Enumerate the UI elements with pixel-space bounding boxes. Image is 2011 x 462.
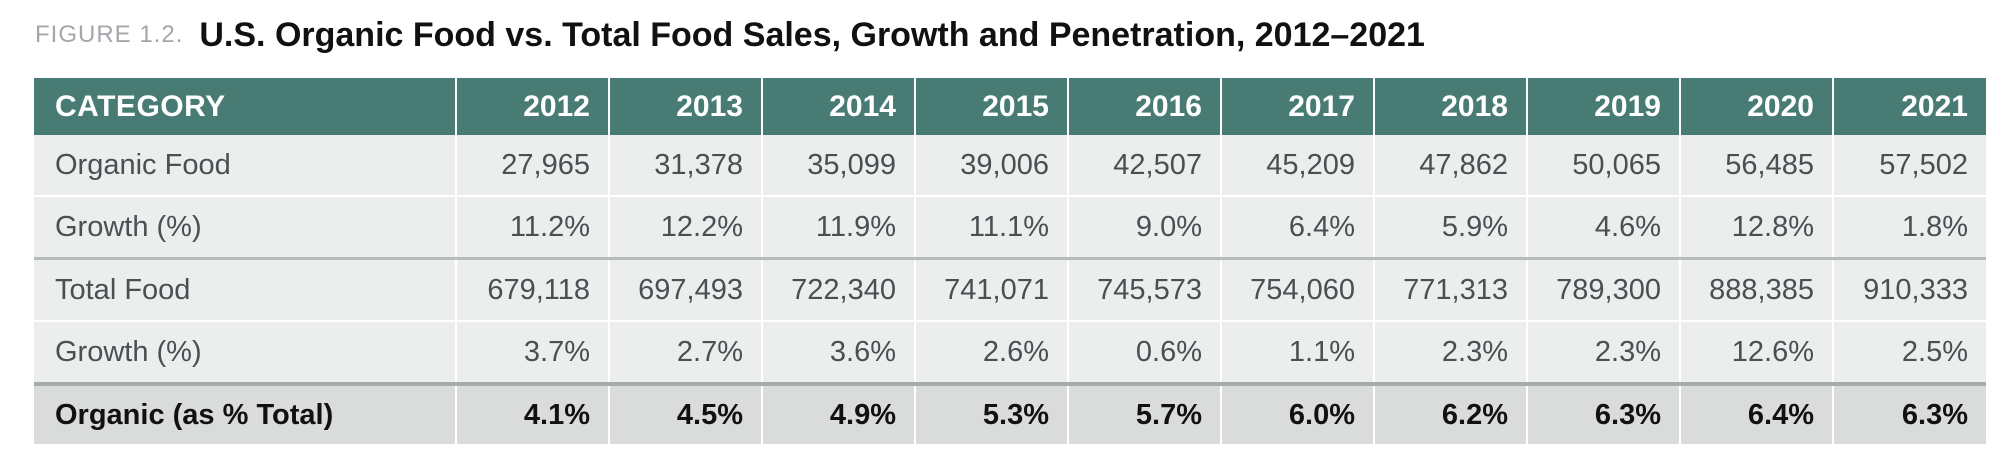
figure-title: U.S. Organic Food vs. Total Food Sales, …	[199, 15, 1425, 54]
table-cell: 12.8%	[1679, 196, 1833, 260]
table-cell: 45,209	[1220, 135, 1374, 197]
figure-label: FIGURE 1.2.	[35, 21, 184, 48]
table-cell: 2.3%	[1373, 321, 1527, 385]
header-category: CATEGORY	[34, 78, 456, 135]
table-cell: 4.9%	[761, 382, 915, 446]
figure-title-row: FIGURE 1.2. U.S. Organic Food vs. Total …	[35, 10, 1425, 60]
table-cell: 722,340	[761, 257, 915, 322]
header-year: 2012	[455, 78, 609, 135]
table-body: Organic Food 27,965 31,378 35,099 39,006 42,5…	[34, 135, 1986, 446]
table-cell: 57,502	[1832, 135, 1986, 197]
header-year: 2013	[608, 78, 762, 135]
table-cell: 789,300	[1526, 257, 1680, 322]
table-header-row: CATEGORY 2012 2013 2014 2015 2016 2017 2018 2019…	[34, 78, 1986, 135]
table-cell: 42,507	[1067, 135, 1221, 197]
header-year: 2020	[1679, 78, 1833, 135]
table-cell: 1.8%	[1832, 196, 1986, 260]
table-cell: 3.6%	[761, 321, 915, 385]
header-year: 2019	[1526, 78, 1680, 135]
table-cell: 771,313	[1373, 257, 1527, 322]
table-cell: 27,965	[455, 135, 609, 197]
table-cell: 2.6%	[914, 321, 1068, 385]
table-cell: 50,065	[1526, 135, 1680, 197]
header-year: 2017	[1220, 78, 1374, 135]
table-cell: 12.6%	[1679, 321, 1833, 385]
table-row: Total Food 679,118 697,493 722,340 741,071 74…	[34, 257, 1986, 322]
table-cell: 1.1%	[1220, 321, 1374, 385]
table-cell: 679,118	[455, 257, 609, 322]
row-label: Organic (as % Total)	[34, 382, 456, 446]
table-cell: 2.5%	[1832, 321, 1986, 385]
table-cell: 5.3%	[914, 382, 1068, 446]
header-year: 2021	[1832, 78, 1986, 135]
table-cell: 4.5%	[608, 382, 762, 446]
table-cell: 6.3%	[1832, 382, 1986, 446]
table-cell: 31,378	[608, 135, 762, 197]
table-cell: 910,333	[1832, 257, 1986, 322]
header-year: 2014	[761, 78, 915, 135]
table-cell: 6.4%	[1220, 196, 1374, 260]
row-label: Total Food	[34, 257, 456, 322]
table-cell: 11.2%	[455, 196, 609, 260]
table-row: Organic (as % Total) 4.1% 4.5% 4.9% 5.3% 5.7%…	[34, 382, 1986, 446]
row-label: Growth (%)	[34, 321, 456, 385]
table-cell: 697,493	[608, 257, 762, 322]
header-year: 2018	[1373, 78, 1527, 135]
table-row: Growth (%) 11.2% 12.2% 11.9% 11.1% 9.0% 6.4% 5.…	[34, 196, 1986, 260]
header-year: 2015	[914, 78, 1068, 135]
table-cell: 0.6%	[1067, 321, 1221, 385]
table-cell: 6.4%	[1679, 382, 1833, 446]
header-year: 2016	[1067, 78, 1221, 135]
table-cell: 2.3%	[1526, 321, 1680, 385]
table-cell: 888,385	[1679, 257, 1833, 322]
table-cell: 6.3%	[1526, 382, 1680, 446]
table-cell: 39,006	[914, 135, 1068, 197]
table-cell: 47,862	[1373, 135, 1527, 197]
table-cell: 11.9%	[761, 196, 915, 260]
table-cell: 4.1%	[455, 382, 609, 446]
table-cell: 745,573	[1067, 257, 1221, 322]
table-cell: 6.0%	[1220, 382, 1374, 446]
row-label: Organic Food	[34, 135, 456, 197]
table-cell: 754,060	[1220, 257, 1374, 322]
table-row: Growth (%) 3.7% 2.7% 3.6% 2.6% 0.6% 1.1% 2.3% 2.…	[34, 321, 1986, 385]
table-cell: 9.0%	[1067, 196, 1221, 260]
table-cell: 12.2%	[608, 196, 762, 260]
table-cell: 35,099	[761, 135, 915, 197]
table-row: Organic Food 27,965 31,378 35,099 39,006 42,5…	[34, 135, 1986, 197]
table-cell: 741,071	[914, 257, 1068, 322]
table-cell: 11.1%	[914, 196, 1068, 260]
table-cell: 5.7%	[1067, 382, 1221, 446]
table-cell: 6.2%	[1373, 382, 1527, 446]
table-cell: 56,485	[1679, 135, 1833, 197]
row-label: Growth (%)	[34, 196, 456, 260]
table-cell: 5.9%	[1373, 196, 1527, 260]
sales-table: CATEGORY 2012 2013 2014 2015 2016 2017 2018 2019…	[34, 78, 1986, 446]
table-cell: 3.7%	[455, 321, 609, 385]
table-cell: 4.6%	[1526, 196, 1680, 260]
table-cell: 2.7%	[608, 321, 762, 385]
